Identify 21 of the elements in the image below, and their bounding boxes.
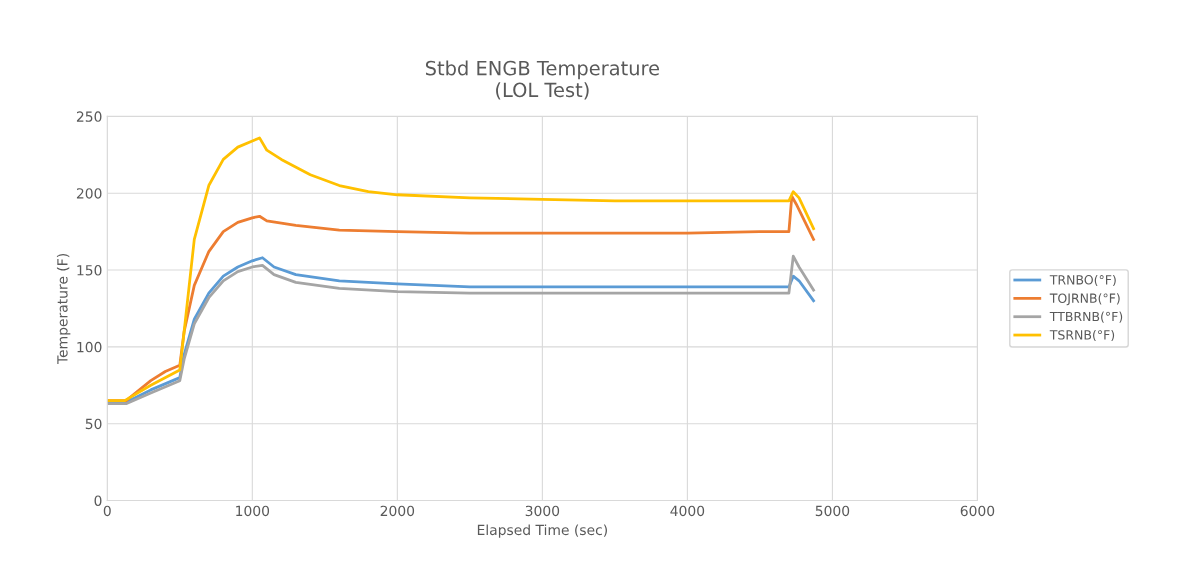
y-tick-label: 50 [85, 418, 102, 430]
legend-label: TSRNB(°F) [1049, 329, 1115, 342]
x-tick-label: 4000 [670, 505, 705, 517]
legend-label: TOJRNB(°F) [1049, 293, 1120, 306]
x-tick-label: 2000 [380, 505, 415, 517]
line-series [107, 136, 815, 403]
y-tick-label: 100 [77, 341, 102, 353]
chart-title: Stbd ENGB Temperature (LOL Test) [425, 60, 660, 100]
y-tick-label: 200 [76, 188, 102, 199]
legend-label: TTBRNB(°F) [1049, 311, 1123, 323]
x-tick-label: 3000 [525, 505, 560, 517]
y-tick-label: 150 [77, 265, 102, 276]
x-tick-label: 0 [103, 505, 111, 517]
x-tick-label: 5000 [815, 505, 850, 517]
y-tick-label: 0 [94, 495, 102, 506]
x-tick-label: 1000 [236, 505, 270, 517]
legend-label: TRNBO(°F) [1049, 274, 1116, 287]
x-axis-title: Elapsed Time (sec) [477, 524, 607, 538]
x-tick-label: 6000 [960, 505, 995, 517]
y-axis-title: Temperature (F) [56, 254, 71, 365]
y-tick-label: 250 [76, 111, 102, 122]
